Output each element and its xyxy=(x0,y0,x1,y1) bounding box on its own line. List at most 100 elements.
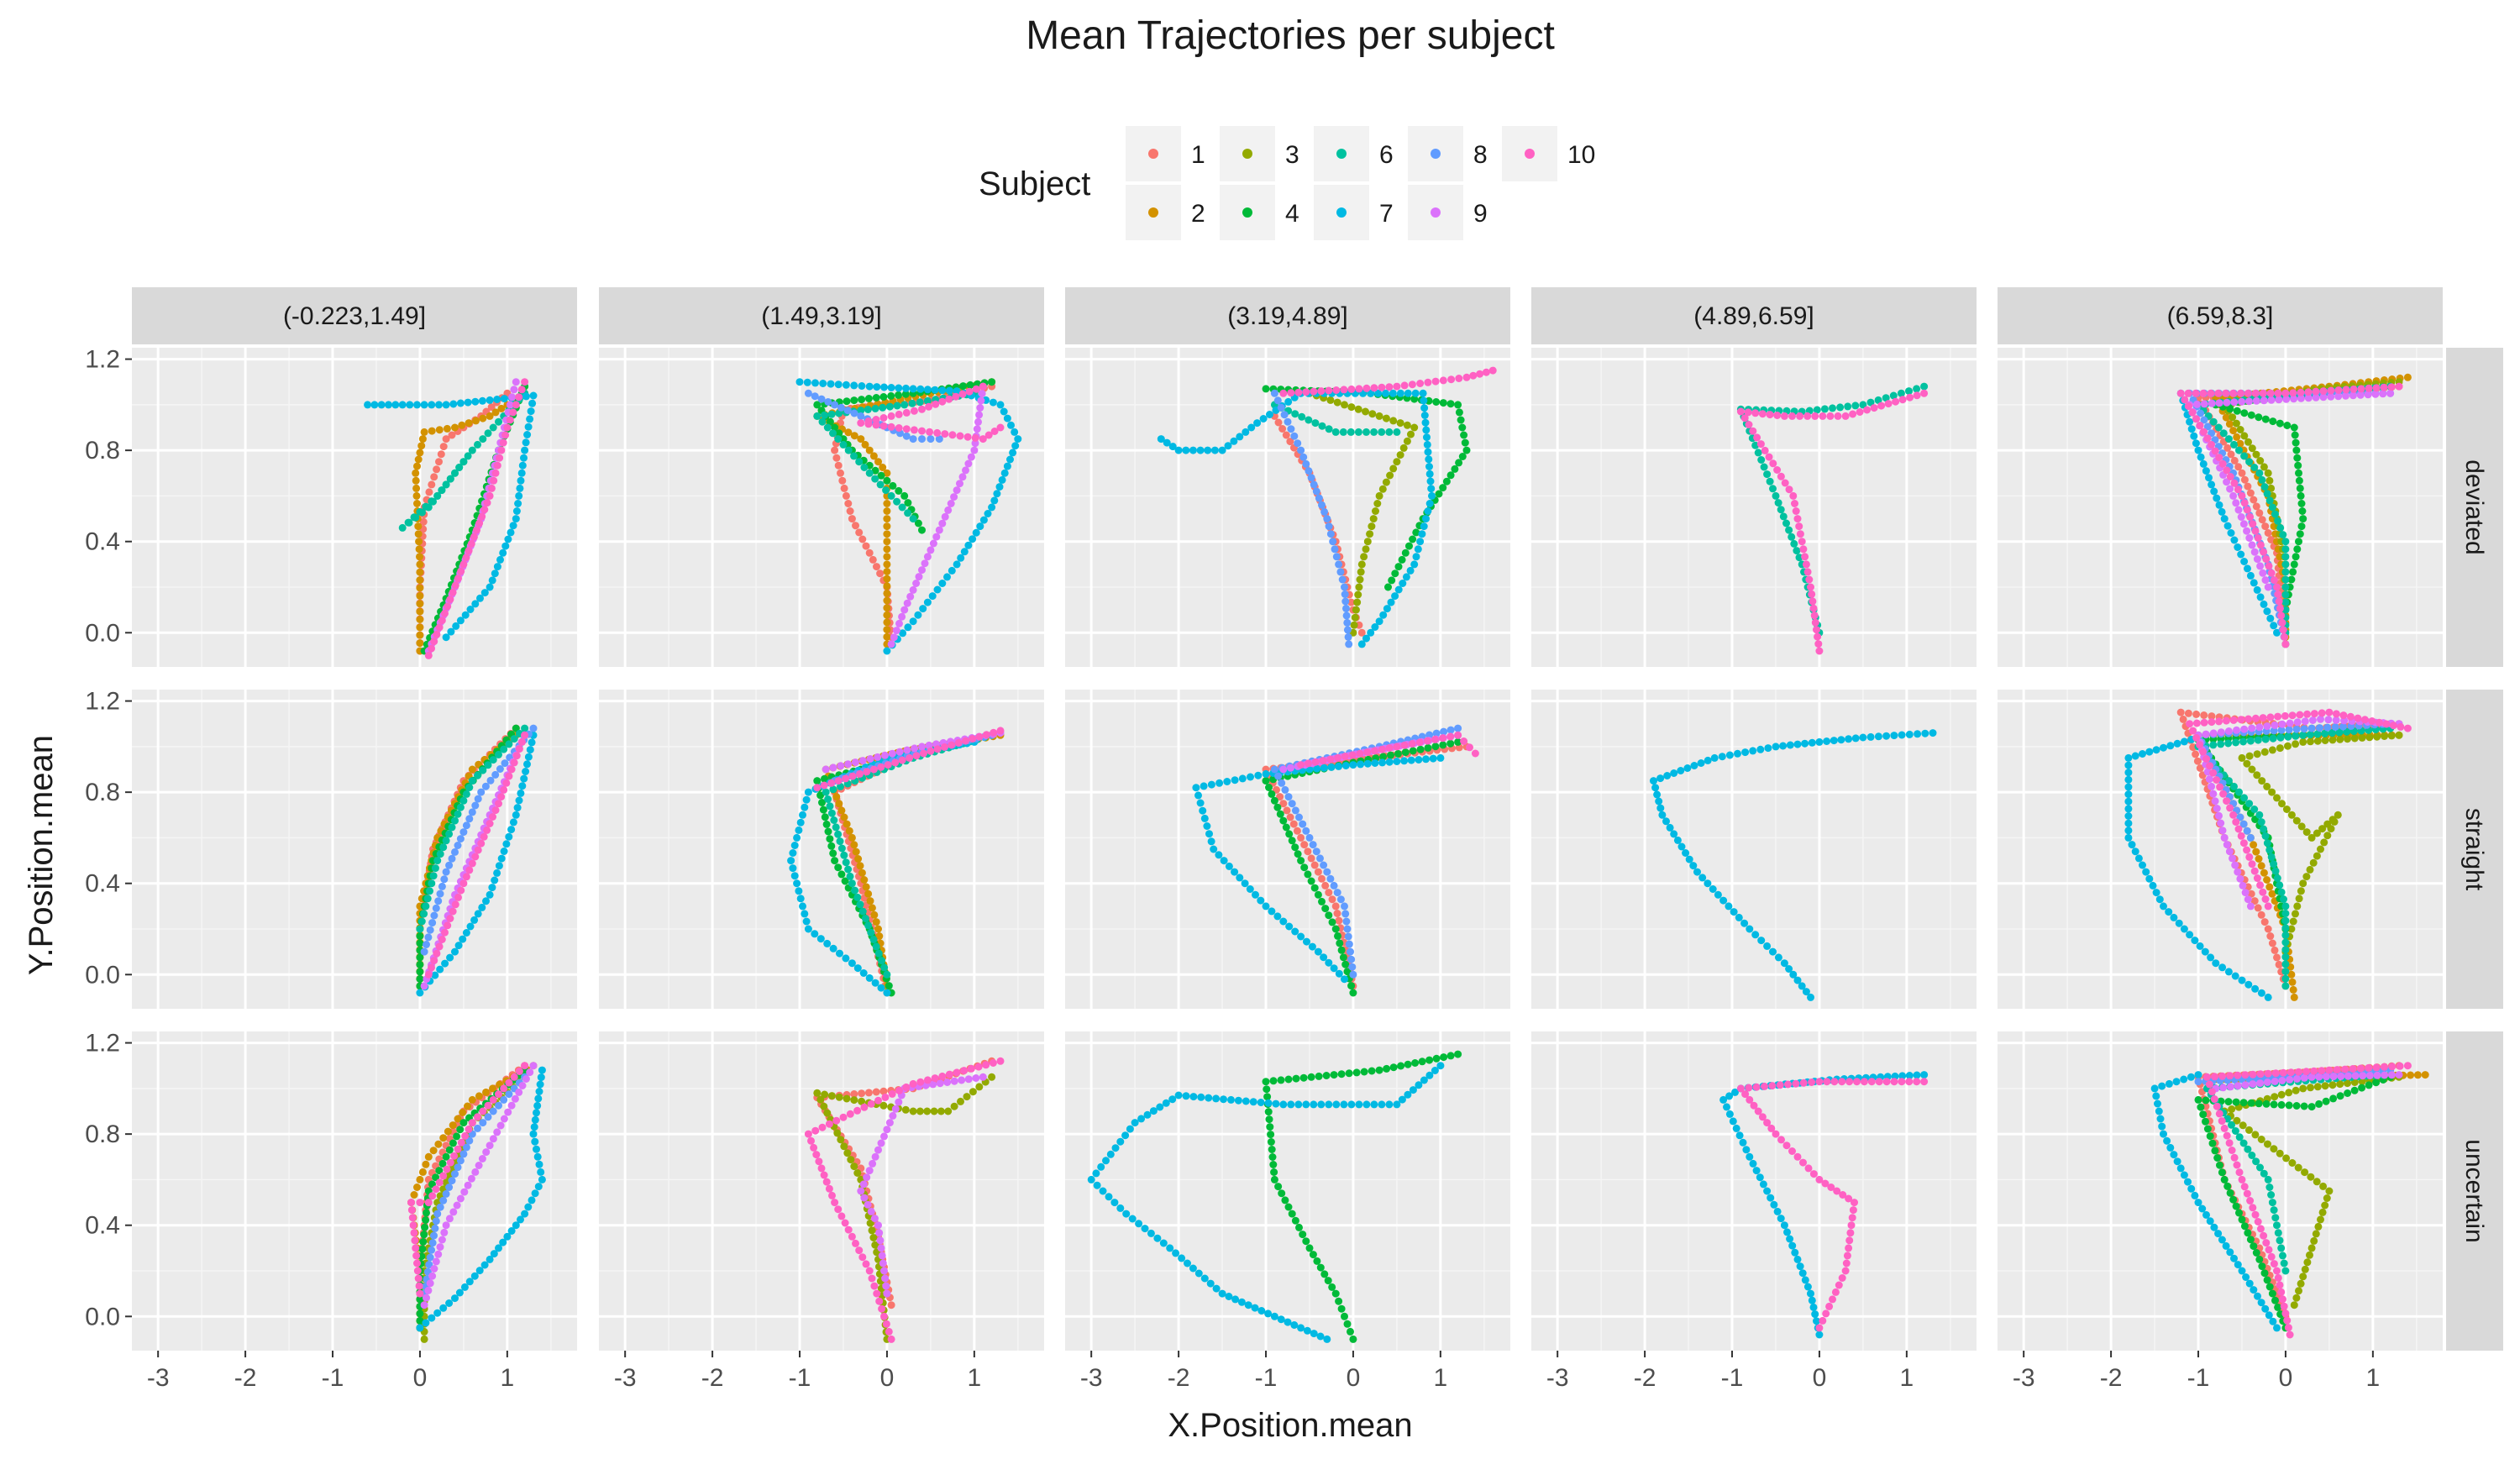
data-point xyxy=(1853,1078,1861,1086)
data-point xyxy=(526,1068,534,1077)
facet-strip-column-label: (4.89,6.59] xyxy=(1693,302,1814,330)
data-point xyxy=(1798,982,1806,990)
legend-item-subject-7[interactable]: 7 xyxy=(1314,185,1394,240)
data-point xyxy=(1820,405,1829,413)
data-point xyxy=(1305,833,1314,842)
legend-item-subject-9[interactable]: 9 xyxy=(1408,185,1488,240)
data-point xyxy=(1325,1100,1333,1109)
x-tick-label: -2 xyxy=(1634,1364,1656,1392)
data-point xyxy=(1294,388,1303,396)
data-point xyxy=(860,464,869,471)
data-point xyxy=(820,781,828,790)
data-point xyxy=(2296,530,2304,538)
facet-strip-column xyxy=(1065,287,1510,344)
facet-panel xyxy=(1531,348,1977,667)
legend-item-subject-3[interactable]: 3 xyxy=(1220,126,1299,181)
data-point xyxy=(1798,1269,1807,1278)
data-point xyxy=(1819,1316,1827,1325)
legend-label: 8 xyxy=(1473,141,1488,169)
data-point xyxy=(872,918,880,926)
legend-item-subject-2[interactable]: 2 xyxy=(1126,185,1205,240)
data-point xyxy=(2276,744,2284,753)
data-point xyxy=(465,815,474,823)
facet-strip-column xyxy=(1531,287,1977,344)
data-point xyxy=(1777,1136,1785,1144)
data-point xyxy=(2205,775,2213,784)
data-point xyxy=(834,380,843,389)
data-point xyxy=(1389,389,1397,397)
data-point xyxy=(459,458,468,466)
data-point xyxy=(2240,499,2249,507)
data-point xyxy=(430,1265,438,1273)
data-point xyxy=(2256,457,2265,464)
legend-item-subject-10[interactable]: 10 xyxy=(1502,126,1595,181)
legend-key-dot xyxy=(1431,207,1441,218)
data-point xyxy=(1325,386,1333,395)
data-point xyxy=(507,826,516,834)
data-point xyxy=(1796,412,1804,420)
series-subject-4 xyxy=(1262,1050,1462,1343)
data-point xyxy=(2237,389,2244,397)
data-point xyxy=(1366,530,1374,538)
data-point xyxy=(1292,1074,1300,1083)
data-point xyxy=(534,1183,543,1191)
data-point xyxy=(2314,1222,2323,1231)
data-point xyxy=(853,893,862,901)
data-point xyxy=(1442,477,1451,485)
data-point xyxy=(1203,822,1211,830)
legend-item-subject-4[interactable]: 4 xyxy=(1220,185,1299,240)
data-point xyxy=(1786,1235,1794,1243)
data-point xyxy=(909,585,917,594)
data-point xyxy=(1436,1062,1445,1070)
data-point xyxy=(2276,881,2284,890)
data-point xyxy=(2257,818,2265,827)
data-point xyxy=(1362,545,1370,554)
data-point xyxy=(2172,1078,2181,1086)
data-point xyxy=(1735,913,1743,921)
data-point xyxy=(471,1168,480,1176)
data-point xyxy=(1409,747,1417,755)
data-point xyxy=(967,1064,975,1073)
data-point xyxy=(2292,553,2300,561)
data-point xyxy=(2231,861,2239,869)
data-point xyxy=(1789,970,1798,979)
data-point xyxy=(2294,1163,2302,1172)
data-point xyxy=(874,925,882,933)
data-point xyxy=(2209,729,2218,737)
data-point xyxy=(445,1299,454,1307)
data-point xyxy=(1439,734,1446,743)
data-point xyxy=(456,399,465,407)
data-point xyxy=(843,1094,851,1103)
legend-item-subject-1[interactable]: 1 xyxy=(1126,126,1205,181)
data-point xyxy=(885,402,894,411)
data-point xyxy=(416,1316,424,1325)
data-point xyxy=(1262,769,1270,778)
data-point xyxy=(1131,1119,1139,1127)
legend-item-subject-6[interactable]: 6 xyxy=(1314,126,1394,181)
data-point xyxy=(2306,1251,2313,1259)
data-point xyxy=(996,401,1005,409)
data-point xyxy=(2152,1092,2160,1100)
x-tick-label: 0 xyxy=(413,1364,428,1392)
data-point xyxy=(1298,412,1306,421)
data-point xyxy=(1454,731,1462,739)
data-point xyxy=(2373,1071,2381,1079)
data-point xyxy=(1379,753,1388,761)
data-point xyxy=(842,858,850,867)
data-point xyxy=(869,1234,878,1241)
data-point xyxy=(1875,1078,1883,1086)
data-point xyxy=(2230,456,2239,464)
data-point xyxy=(1378,758,1387,767)
legend-item-subject-8[interactable]: 8 xyxy=(1408,126,1488,181)
data-point xyxy=(2330,817,2339,826)
data-point xyxy=(441,928,449,937)
data-point xyxy=(1126,1125,1134,1133)
data-point xyxy=(936,1079,944,1088)
series-subject-9 xyxy=(420,1062,538,1309)
data-point xyxy=(811,1126,820,1135)
data-point xyxy=(414,1274,423,1283)
data-point xyxy=(405,518,413,527)
data-point xyxy=(2234,463,2243,471)
data-point xyxy=(2208,399,2216,407)
data-point xyxy=(456,1157,465,1165)
